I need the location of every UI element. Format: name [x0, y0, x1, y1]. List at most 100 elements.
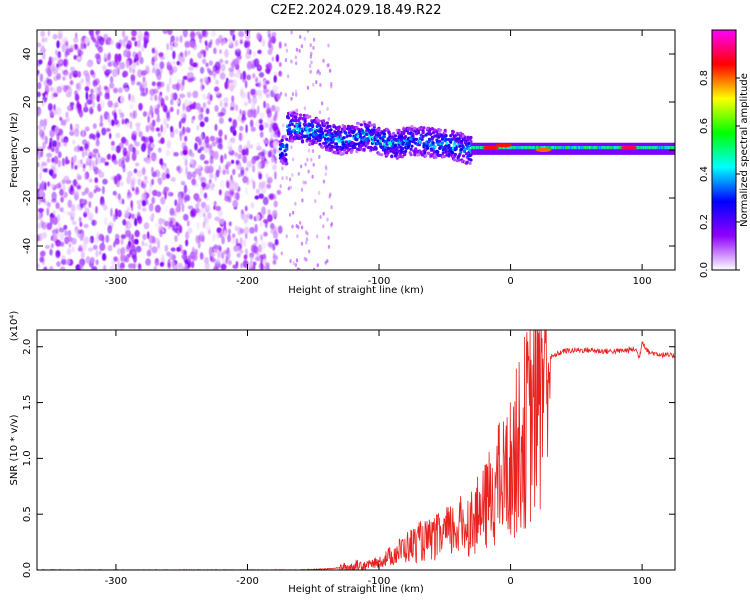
speckle-cell [218, 143, 223, 150]
speckle-cell [97, 45, 103, 53]
band-cell [285, 147, 289, 151]
speckle-cell [229, 70, 235, 78]
band-cell [445, 141, 449, 145]
speckle-cell [267, 176, 273, 184]
speckle-cell [278, 41, 282, 49]
band-cell [502, 146, 504, 150]
band-cell [531, 146, 533, 150]
speckle-cell [123, 87, 129, 92]
band-cell [541, 146, 543, 150]
speckle-cell [228, 79, 234, 84]
band-cell [294, 115, 298, 120]
speckle-cell [77, 49, 84, 56]
band-cell [476, 146, 478, 150]
band-cell [517, 146, 519, 150]
speckle-cell [155, 222, 159, 228]
band-cell [531, 146, 534, 150]
speckle-cell [81, 128, 85, 138]
band-cell [377, 128, 381, 132]
speckle-cell [154, 204, 161, 213]
speckle-cell [243, 101, 249, 107]
band-cell [298, 121, 302, 125]
band-cell [550, 146, 552, 150]
speckle-cell [244, 232, 248, 240]
speckle-cell [151, 57, 155, 66]
speckle-cell [227, 79, 230, 85]
speckle-cell [113, 159, 118, 165]
speckle-cell [211, 30, 217, 38]
speckle-cell [229, 83, 235, 92]
speckle-cell [169, 45, 174, 51]
speckle-cell [223, 102, 229, 108]
band-cell [554, 146, 556, 150]
speckle-cell [185, 166, 188, 175]
speckle-cell [176, 60, 181, 66]
speckle-cell [100, 157, 106, 163]
speckle-cell [150, 152, 157, 162]
speckle-cell [204, 135, 210, 145]
speckle-cell [213, 248, 219, 254]
speckle-cell [61, 157, 66, 167]
band-cell [659, 146, 661, 150]
speckle-cell [160, 124, 163, 133]
band-cell [411, 132, 415, 136]
speckle-cell [303, 106, 307, 111]
band-cell [321, 131, 325, 135]
speckle-cell [183, 213, 189, 221]
speckle-cell [318, 154, 321, 159]
speckle-cell [304, 180, 307, 185]
band-cell [599, 146, 601, 150]
speckle-cell [289, 185, 292, 190]
speckle-cell [149, 95, 153, 101]
speckle-cell [174, 199, 178, 207]
band-cell [530, 146, 532, 150]
speckle-cell [104, 92, 109, 100]
speckle-cell [88, 191, 94, 199]
y-tick-label: -20 [22, 190, 33, 206]
speckle-cell [102, 252, 107, 261]
speckle-cell [228, 37, 232, 46]
band-cell [613, 146, 615, 150]
band-cell [408, 139, 412, 143]
spectrogram-x-ticks: -300 -200 -100 0 100 [105, 30, 652, 287]
speckle-cell [61, 259, 67, 266]
speckle-cell [300, 225, 304, 230]
speckle-cell [123, 49, 128, 58]
speckle-cell [120, 181, 124, 187]
speckle-cell [299, 220, 302, 225]
speckle-cell [115, 101, 119, 108]
speckle-cell [272, 252, 276, 258]
speckle-cell [272, 122, 279, 132]
speckle-cell [74, 165, 78, 170]
speckle-cell [113, 112, 117, 121]
speckle-cell [42, 197, 46, 203]
speckle-cell [209, 155, 214, 165]
speckle-cell [207, 164, 213, 173]
speckle-cell [109, 76, 114, 84]
speckle-cell [114, 53, 119, 63]
band-cell [603, 146, 605, 150]
speckle-cell [167, 258, 171, 268]
band-cell [608, 146, 610, 150]
band-cell [640, 146, 642, 150]
band-cell [579, 146, 581, 150]
speckle-cell [48, 169, 54, 175]
speckle-cell [275, 54, 280, 63]
speckle-cell [326, 63, 329, 68]
speckle-cell [239, 87, 245, 94]
band-cell [592, 146, 594, 150]
band-cell [556, 146, 558, 150]
speckle-cell [53, 155, 59, 165]
speckle-cell [295, 47, 299, 52]
band-cell [289, 136, 293, 140]
speckle-cell [121, 136, 127, 144]
speckle-cell [186, 91, 192, 98]
band-cell [350, 126, 354, 130]
speckle-cell [199, 252, 204, 260]
speckle-cell [300, 44, 304, 49]
speckle-cell [221, 251, 225, 260]
speckle-cell [182, 149, 188, 156]
speckle-cell [137, 50, 142, 59]
speckle-cell [109, 132, 112, 139]
speckle-cell [218, 129, 223, 137]
